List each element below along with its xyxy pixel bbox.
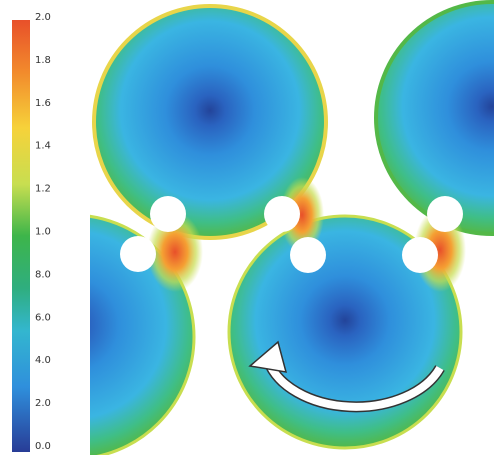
colorbar-label: 1.6 [35,98,51,109]
colorbar-label: 0.0 [35,441,51,452]
colorbar-label: 2.0 [35,12,51,23]
colorbar [12,20,30,452]
colorbar-labels: 2.0 1.8 1.6 1.4 1.2 1.0 8.0 6.0 4.0 2.0 0.0 [35,12,51,452]
colorbar-label: 1.4 [35,141,51,152]
colorbar-label: 2.0 [35,398,51,409]
contour-field [0,2,494,455]
colorbar-label: 1.0 [35,227,51,238]
colorbar-label: 6.0 [35,312,51,323]
colorbar-label: 4.0 [35,355,51,366]
figure: 2.0 1.8 1.6 1.4 1.2 1.0 8.0 6.0 4.0 2.0 0.0 [0,0,494,455]
colorbar-label: 8.0 [35,269,51,280]
colorbar-label: 1.2 [35,184,51,195]
colorbar-label: 1.8 [35,55,51,66]
